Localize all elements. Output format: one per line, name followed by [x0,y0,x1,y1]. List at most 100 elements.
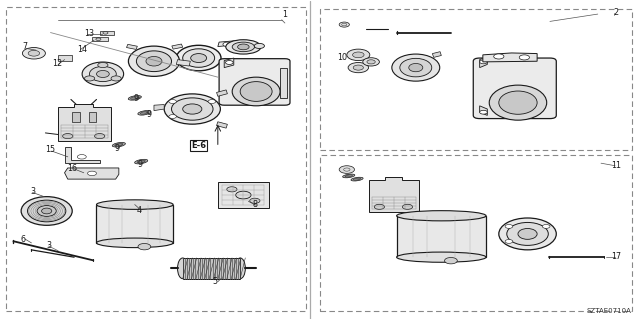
Polygon shape [483,53,537,62]
Circle shape [236,191,251,199]
Circle shape [98,62,108,68]
Circle shape [225,60,233,64]
Text: 10: 10 [337,53,348,62]
Circle shape [169,115,177,118]
Text: 15: 15 [45,145,56,154]
Ellipse shape [342,174,355,178]
Ellipse shape [173,101,205,118]
Circle shape [77,155,86,159]
Ellipse shape [232,77,280,106]
Polygon shape [216,122,227,128]
Circle shape [542,225,550,228]
Bar [100,31,114,35]
Ellipse shape [351,177,363,181]
Ellipse shape [97,70,109,77]
FancyBboxPatch shape [473,58,556,119]
Circle shape [22,48,45,59]
Ellipse shape [345,175,353,177]
Ellipse shape [115,143,123,146]
Circle shape [445,258,458,264]
Polygon shape [479,56,487,68]
Polygon shape [97,204,173,243]
Ellipse shape [392,54,440,81]
Polygon shape [218,182,269,208]
Text: 4: 4 [136,205,141,214]
Ellipse shape [182,49,214,67]
Polygon shape [176,60,190,66]
Circle shape [96,38,101,41]
Polygon shape [65,147,100,163]
Polygon shape [280,68,287,98]
Circle shape [169,100,177,103]
Circle shape [363,58,380,66]
Circle shape [353,52,364,58]
Circle shape [63,133,73,139]
Ellipse shape [82,62,124,86]
Circle shape [237,44,249,50]
Ellipse shape [28,200,66,222]
Ellipse shape [400,58,432,77]
Polygon shape [154,105,164,111]
Circle shape [227,187,237,192]
Ellipse shape [397,252,486,262]
Ellipse shape [140,111,148,114]
Circle shape [339,22,349,27]
Text: 9: 9 [147,110,152,119]
Text: 9: 9 [138,160,143,169]
Ellipse shape [112,142,125,147]
Bar [182,258,240,279]
Circle shape [254,44,264,49]
Text: 1: 1 [282,10,287,19]
Polygon shape [172,44,182,49]
Bar [6,7,306,311]
Circle shape [103,32,108,34]
Circle shape [479,110,487,114]
Text: 3: 3 [30,188,35,196]
Ellipse shape [499,218,556,250]
Circle shape [250,198,260,203]
Polygon shape [433,52,442,57]
Ellipse shape [42,208,52,214]
Polygon shape [479,106,487,116]
Ellipse shape [137,160,145,163]
Ellipse shape [507,222,548,245]
Circle shape [111,76,121,81]
Ellipse shape [232,42,255,52]
Text: 16: 16 [67,164,77,173]
Circle shape [493,54,504,59]
Polygon shape [65,168,119,179]
Bar [320,9,632,150]
Polygon shape [224,58,234,68]
Circle shape [374,204,385,209]
Ellipse shape [235,258,245,279]
Circle shape [353,65,364,70]
Circle shape [28,50,40,56]
Polygon shape [58,104,111,141]
Ellipse shape [146,56,162,66]
Ellipse shape [177,258,188,279]
Text: 9: 9 [134,94,139,103]
Circle shape [505,225,513,228]
Ellipse shape [131,97,139,99]
Ellipse shape [499,91,537,114]
Circle shape [138,244,151,250]
Bar [320,155,632,311]
Ellipse shape [128,96,141,100]
Ellipse shape [97,238,173,248]
Ellipse shape [129,46,179,76]
Polygon shape [216,90,227,96]
Circle shape [84,76,95,81]
Text: E-6: E-6 [191,141,206,150]
Text: 5: 5 [212,277,218,286]
FancyBboxPatch shape [219,59,290,105]
Ellipse shape [182,104,202,114]
Circle shape [519,55,529,60]
Text: 17: 17 [611,252,621,261]
Circle shape [223,42,232,47]
Text: 14: 14 [77,44,88,54]
Text: 12: 12 [52,59,62,68]
Bar [89,112,97,122]
Polygon shape [397,216,486,257]
Ellipse shape [136,51,172,72]
Circle shape [208,100,216,103]
